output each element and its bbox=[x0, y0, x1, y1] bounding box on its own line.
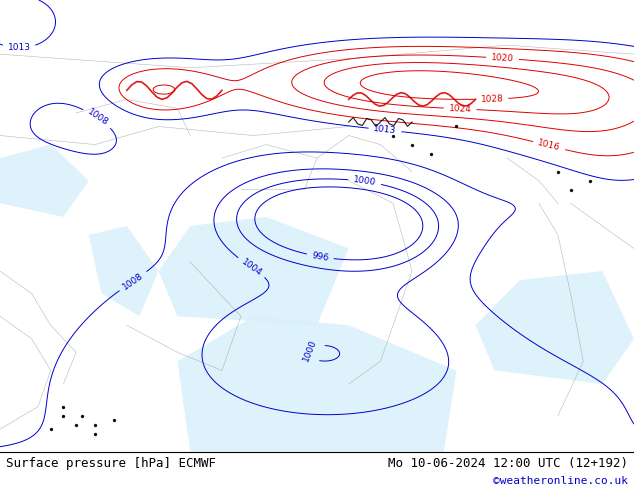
Polygon shape bbox=[89, 226, 158, 316]
Point bbox=[46, 425, 56, 433]
Text: 1000: 1000 bbox=[301, 338, 318, 363]
Text: 1013: 1013 bbox=[8, 43, 30, 52]
Point bbox=[388, 132, 398, 140]
Polygon shape bbox=[158, 217, 349, 325]
Text: 1028: 1028 bbox=[481, 94, 503, 104]
Text: 1020: 1020 bbox=[491, 53, 514, 64]
Text: 1008: 1008 bbox=[121, 271, 145, 291]
Text: 1004: 1004 bbox=[240, 257, 263, 278]
Point bbox=[451, 122, 462, 130]
Point bbox=[90, 430, 100, 438]
Point bbox=[566, 186, 576, 194]
Text: 1000: 1000 bbox=[353, 175, 377, 188]
Point bbox=[77, 412, 87, 419]
Text: ©weatheronline.co.uk: ©weatheronline.co.uk bbox=[493, 476, 628, 486]
Point bbox=[58, 403, 68, 411]
Point bbox=[90, 421, 100, 429]
Text: 1024: 1024 bbox=[448, 104, 472, 114]
Text: Mo 10-06-2024 12:00 UTC (12+192): Mo 10-06-2024 12:00 UTC (12+192) bbox=[387, 457, 628, 470]
Point bbox=[407, 141, 417, 148]
Text: 1008: 1008 bbox=[86, 108, 110, 128]
Text: Surface pressure [hPa] ECMWF: Surface pressure [hPa] ECMWF bbox=[6, 457, 216, 470]
Polygon shape bbox=[476, 271, 634, 384]
Text: 1013: 1013 bbox=[373, 124, 397, 136]
Point bbox=[426, 149, 436, 157]
Point bbox=[109, 416, 119, 424]
Point bbox=[553, 168, 563, 175]
Point bbox=[58, 412, 68, 419]
Polygon shape bbox=[178, 316, 456, 452]
Point bbox=[71, 421, 81, 429]
Point bbox=[585, 177, 595, 185]
Text: 1016: 1016 bbox=[537, 139, 562, 153]
Text: 996: 996 bbox=[311, 251, 330, 263]
Polygon shape bbox=[0, 145, 89, 217]
